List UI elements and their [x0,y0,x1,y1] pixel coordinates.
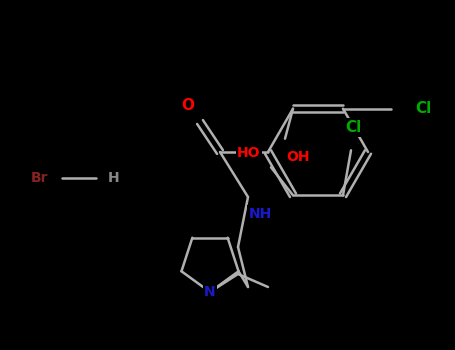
Text: Br: Br [30,171,48,185]
Text: Cl: Cl [345,120,361,135]
Text: NH: NH [248,207,272,221]
Text: N: N [204,285,216,299]
Text: H: H [108,171,120,185]
Text: HO: HO [237,146,261,160]
Text: Cl: Cl [415,101,431,116]
Text: OH: OH [286,150,310,164]
Text: O: O [182,98,194,113]
